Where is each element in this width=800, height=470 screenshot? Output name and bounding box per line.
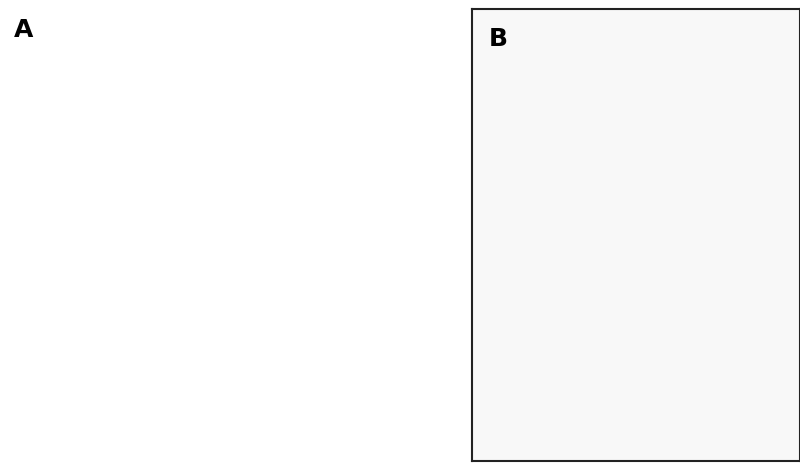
Text: A: A <box>14 18 34 42</box>
Text: B: B <box>488 27 507 51</box>
